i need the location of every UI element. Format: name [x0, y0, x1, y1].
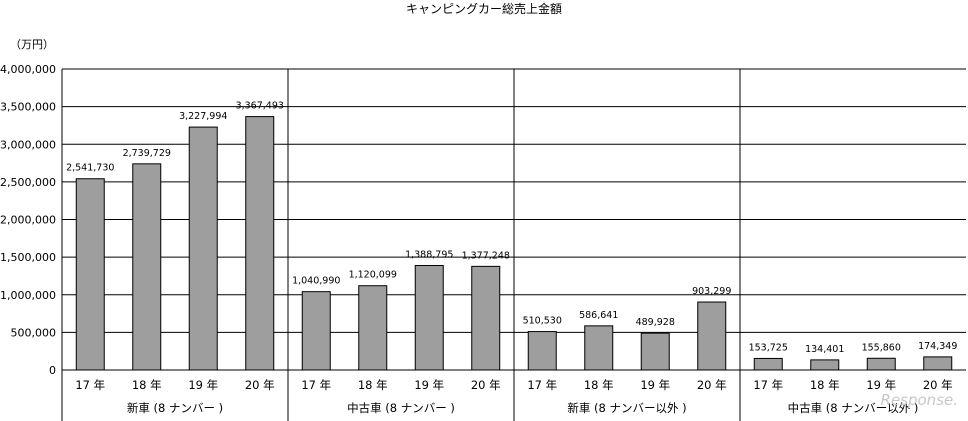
- bar: [245, 116, 275, 371]
- data-label: 174,349: [918, 341, 957, 352]
- data-label: 903,299: [692, 286, 731, 297]
- y-tick-label: 2,500,000: [0, 176, 56, 189]
- x-tick-label: 17 年: [75, 378, 105, 392]
- y-tick-labels: 0 500,000 1,000,000 1,500,000 2,000,000 2,500…: [0, 63, 56, 377]
- x-tick-label: 18 年: [132, 378, 162, 392]
- data-label: 2,541,730: [66, 163, 114, 174]
- data-label: 1,377,248: [462, 250, 510, 261]
- y-tick-label: 1,000,000: [0, 289, 56, 302]
- x-tick-label: 17 年: [753, 378, 783, 392]
- x-tick-label: 20 年: [471, 378, 501, 392]
- y-tick-label: 0: [49, 364, 56, 377]
- x-tick-label: 20 年: [245, 378, 275, 392]
- bar: [810, 359, 840, 371]
- x-tick-labels: 17 年 18 年 19 年 20 年 17 年 18 年 19 年 20 年 17 年 18 年…: [75, 378, 952, 392]
- data-label: 489,928: [636, 317, 675, 328]
- bar: [358, 285, 388, 371]
- data-labels: 2,541,730 2,739,729 3,227,994 3,367,493 1,04…: [66, 101, 957, 355]
- bar: [132, 163, 162, 371]
- bar: [188, 126, 218, 371]
- bar: [584, 325, 614, 371]
- group-label: 新車 (8 ナンバー以外 ): [567, 401, 686, 415]
- chart-title: キャンピングカー総売上金額: [406, 1, 562, 16]
- y-tick-label: 2,000,000: [0, 214, 56, 227]
- x-tick-label: 19 年: [640, 378, 670, 392]
- y-axis-unit: （万円）: [10, 38, 54, 51]
- x-tick-label: 18 年: [810, 378, 840, 392]
- y-tick-label: 3,000,000: [0, 138, 56, 151]
- y-tick-label: 3,500,000: [0, 101, 56, 114]
- bars: [75, 116, 953, 371]
- data-label: 155,860: [862, 342, 901, 353]
- x-tick-label: 19 年: [188, 378, 218, 392]
- bar: [527, 331, 557, 371]
- group-label: 中古車 (8 ナンバー以外 ): [788, 401, 919, 415]
- group-label: 新車 (8 ナンバー ): [127, 401, 223, 415]
- bar: [414, 264, 444, 371]
- bar: [471, 265, 501, 371]
- bar: [866, 357, 896, 371]
- bar: [923, 356, 953, 371]
- data-label: 3,227,994: [179, 111, 227, 122]
- y-tick-label: 500,000: [11, 326, 57, 339]
- watermark: Response.: [881, 391, 958, 409]
- data-label: 1,040,990: [292, 276, 340, 287]
- bar: [640, 332, 670, 371]
- data-label: 586,641: [579, 310, 618, 321]
- data-label: 153,725: [749, 342, 788, 353]
- y-tick-label: 4,000,000: [0, 63, 56, 76]
- bar: [75, 178, 105, 371]
- data-label: 3,367,493: [236, 101, 284, 112]
- data-label: 1,388,795: [405, 249, 453, 260]
- bar: [753, 357, 783, 371]
- group-labels: 新車 (8 ナンバー ) 中古車 (8 ナンバー ) 新車 (8 ナンバー以外 ) 中…: [127, 401, 919, 415]
- x-tick-label: 20 年: [697, 378, 727, 392]
- bar: [301, 291, 331, 371]
- y-tick-label: 1,500,000: [0, 251, 56, 264]
- data-label: 134,401: [805, 344, 844, 355]
- data-label: 510,530: [523, 316, 562, 327]
- group-label: 中古車 (8 ナンバー ): [347, 401, 455, 415]
- x-tick-label: 17 年: [301, 378, 331, 392]
- bar: [697, 301, 727, 371]
- x-tick-label: 18 年: [584, 378, 614, 392]
- data-label: 1,120,099: [349, 270, 397, 281]
- x-tick-label: 19 年: [866, 378, 896, 392]
- x-tick-label: 18 年: [358, 378, 388, 392]
- axis-frame: [61, 69, 966, 421]
- x-tick-label: 17 年: [527, 378, 557, 392]
- data-label: 2,739,729: [123, 148, 171, 159]
- x-tick-label: 20 年: [923, 378, 953, 392]
- x-tick-label: 19 年: [414, 378, 444, 392]
